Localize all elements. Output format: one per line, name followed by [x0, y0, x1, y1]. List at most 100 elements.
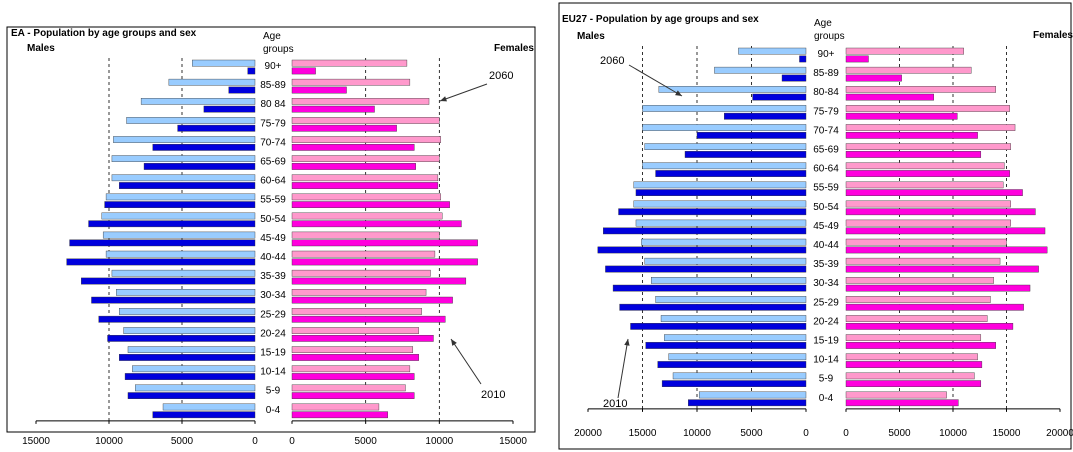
males-2060-bar: [116, 289, 256, 296]
females-2010-bar: [845, 151, 982, 158]
females-2010-bar: [291, 354, 419, 361]
females-2060-bar: [845, 238, 1007, 246]
males-2010-bar: [88, 220, 256, 228]
females-2010-bar: [845, 323, 1014, 330]
age-group-label: 50-54: [260, 214, 286, 225]
females-2010-bar: [845, 170, 1010, 177]
females-label: Females: [494, 43, 534, 54]
x-tick-label: 5000: [171, 436, 194, 447]
year-annotation: 2010: [603, 398, 627, 410]
females-2060-bar: [845, 66, 972, 74]
males-2060-bar: [738, 47, 807, 55]
age-group-label: 10-14: [260, 367, 286, 378]
ea-population-pyramid: EA - Population by age groups and sex Mal…: [6, 26, 536, 447]
females-2060-bar: [845, 315, 988, 322]
annotation-arrow: [628, 64, 683, 97]
age-group-label: 30-34: [813, 278, 839, 289]
males-2060-bar: [642, 105, 807, 112]
males-2010-bar: [247, 67, 256, 75]
age-group-label: 45-49: [813, 221, 839, 232]
males-2060-bar: [102, 231, 256, 239]
females-2060-bar: [291, 155, 440, 163]
males-2010-bar: [605, 265, 807, 273]
males-2060-bar: [698, 391, 807, 399]
females-2010-bar: [291, 163, 416, 170]
males-2060-bar: [192, 59, 256, 67]
age-group-label: 40-44: [813, 240, 839, 251]
x-tick-label: 20000: [1046, 428, 1073, 439]
x-tick-label: 5000: [888, 428, 911, 439]
males-2010-bar: [684, 151, 807, 158]
males-2010-bar: [612, 284, 807, 292]
males-2060-bar: [641, 238, 807, 246]
males-2060-bar: [111, 269, 256, 277]
age-group-label: 85-89: [260, 80, 286, 91]
males-2010-bar: [66, 258, 256, 266]
males-2060-bar: [635, 219, 807, 227]
males-label: Males: [27, 43, 55, 54]
females-2010-bar: [845, 131, 978, 139]
females-2010-bar: [845, 246, 1048, 254]
males-2060-bar: [633, 200, 807, 208]
males-2010-bar: [177, 124, 256, 132]
females-2010-bar: [291, 239, 478, 247]
x-tick-label: 5000: [740, 428, 763, 439]
females-2060-bar: [291, 250, 436, 258]
x-tick-label: 0: [843, 428, 849, 439]
females-2060-bar: [845, 181, 1004, 189]
females-2060-bar: [291, 212, 443, 220]
females-2010-bar: [291, 277, 467, 285]
x-tick-label: 5000: [355, 436, 378, 447]
males-2010-bar: [630, 323, 807, 330]
females-2010-bar: [291, 392, 415, 400]
age-group-label: 15-19: [813, 336, 839, 347]
males-2010-bar: [119, 182, 256, 189]
year-annotation: 2060: [489, 70, 513, 82]
females-2060-bar: [291, 59, 408, 67]
males-2010-bar: [635, 189, 807, 197]
age-group-label: 80 84: [260, 99, 285, 110]
x-tick-label: 15000: [629, 428, 657, 439]
females-label: Females: [1033, 30, 1073, 41]
age-group-label: 35-39: [813, 259, 839, 270]
males-2060-bar: [105, 250, 256, 258]
females-2010-bar: [291, 201, 450, 209]
males-2010-bar: [143, 163, 256, 170]
females-2010-bar: [291, 220, 462, 228]
females-2010-bar: [845, 399, 959, 407]
females-2010-bar: [845, 93, 934, 101]
x-tick-label: 0: [803, 428, 809, 439]
males-2060-bar: [644, 257, 807, 265]
age-group-label: 50-54: [813, 202, 839, 213]
age-group-label: 10-14: [813, 355, 839, 366]
females-2060-bar: [845, 334, 982, 342]
females-2060-bar: [291, 346, 414, 354]
males-2060-bar: [135, 384, 256, 392]
males-2060-bar: [642, 124, 807, 131]
females-2060-bar: [291, 193, 442, 201]
males-label: Males: [577, 31, 605, 42]
females-2010-bar: [845, 265, 1039, 273]
males-2010-bar: [127, 392, 256, 400]
males-2010-bar: [724, 112, 807, 120]
age-groups-header: Age: [814, 18, 832, 29]
males-2010-bar: [799, 55, 807, 63]
age-group-label: 55-59: [260, 195, 286, 206]
females-2010-bar: [845, 208, 1036, 216]
males-2010-bar: [104, 201, 256, 209]
year-annotation: 2060: [600, 55, 624, 67]
males-2060-bar: [123, 327, 256, 334]
females-2010-bar: [291, 105, 375, 113]
males-2060-bar: [111, 155, 256, 163]
x-tick-label: 10000: [683, 428, 711, 439]
age-group-label: 20-24: [813, 316, 839, 327]
age-group-label: 40-44: [260, 252, 286, 263]
males-2060-bar: [644, 143, 807, 151]
males-2060-bar: [113, 136, 256, 143]
females-2060-bar: [291, 117, 440, 124]
x-tick-label: 0: [289, 436, 295, 447]
males-2060-bar: [668, 353, 807, 361]
females-2010-bar: [845, 227, 1046, 235]
females-2060-bar: [291, 174, 439, 182]
males-2060-bar: [651, 277, 807, 284]
